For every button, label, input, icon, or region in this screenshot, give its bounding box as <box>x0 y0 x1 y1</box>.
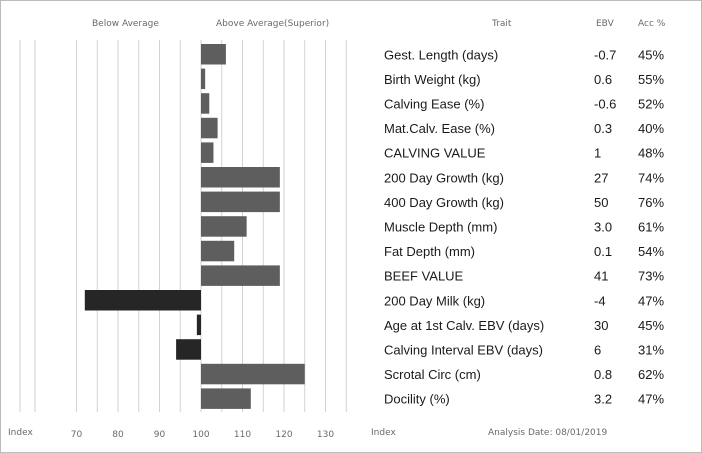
trait-name: 200 Day Growth (kg) <box>384 170 504 185</box>
acc-value: 40% <box>638 121 664 136</box>
x-tick-label: 90 <box>154 430 166 440</box>
x-tick-label: 110 <box>234 430 251 440</box>
trait-name: 200 Day Milk (kg) <box>384 293 485 308</box>
trait-name: Mat.Calv. Ease (%) <box>384 121 495 136</box>
trait-name: Muscle Depth (mm) <box>384 219 497 234</box>
x-tick-label: 80 <box>112 430 124 440</box>
index-bar <box>201 117 218 139</box>
ebv-value: 41 <box>594 269 608 284</box>
ebv-column-header: EBV <box>596 19 614 29</box>
ebv-value: 0.3 <box>594 121 612 136</box>
ebv-value: -0.6 <box>594 96 616 111</box>
ebv-value: 27 <box>594 170 608 185</box>
ebv-value: 3.2 <box>594 392 612 407</box>
trait-name: Scrotal Circ (cm) <box>384 367 481 382</box>
index-axis-label-right: Index <box>371 428 396 438</box>
trait-name: Age at 1st Calv. EBV (days) <box>384 318 544 333</box>
x-tick-label: 70 <box>71 430 83 440</box>
index-axis-label-left: Index <box>8 428 33 438</box>
ebv-value: 1 <box>594 146 601 161</box>
x-tick-label: 130 <box>317 430 334 440</box>
acc-value: 31% <box>638 342 664 357</box>
index-bar <box>201 191 280 213</box>
ebv-value: 6 <box>594 342 601 357</box>
index-bar <box>201 388 251 409</box>
index-bar <box>201 93 210 114</box>
acc-value: 76% <box>638 195 664 210</box>
trait-name: Gest. Length (days) <box>384 47 498 62</box>
acc-value: 55% <box>638 72 664 87</box>
acc-value: 73% <box>638 269 664 284</box>
index-bar <box>201 167 280 188</box>
trait-name: Fat Depth (mm) <box>384 244 475 259</box>
trait-name: CALVING VALUE <box>384 146 486 161</box>
ebv-value: 3.0 <box>594 219 612 234</box>
index-bar <box>201 142 214 163</box>
ebv-value: 50 <box>594 195 608 210</box>
index-bar <box>201 216 247 237</box>
ebv-value: 0.6 <box>594 72 612 87</box>
acc-value: 54% <box>638 244 664 259</box>
ebv-value: -0.7 <box>594 47 616 62</box>
acc-column-header: Acc % <box>638 19 666 29</box>
trait-column-header: Trait <box>492 19 512 29</box>
index-bar <box>84 290 201 311</box>
ebv-value: 30 <box>594 318 608 333</box>
below-average-label: Below Average <box>92 19 159 29</box>
trait-name: Calving Ease (%) <box>384 96 484 111</box>
ebv-value: 0.8 <box>594 367 612 382</box>
trait-name: 400 Day Growth (kg) <box>384 195 504 210</box>
trait-name: Calving Interval EBV (days) <box>384 342 543 357</box>
index-bar <box>196 314 201 336</box>
ebv-value: -4 <box>594 293 606 308</box>
acc-value: 45% <box>638 318 664 333</box>
acc-value: 52% <box>638 96 664 111</box>
trait-name: Docility (%) <box>384 392 450 407</box>
acc-value: 47% <box>638 392 664 407</box>
acc-value: 45% <box>638 47 664 62</box>
index-bar <box>201 363 305 385</box>
acc-value: 61% <box>638 219 664 234</box>
acc-value: 48% <box>638 146 664 161</box>
x-tick-label: 120 <box>275 430 292 440</box>
ebv-value: 0.1 <box>594 244 612 259</box>
trait-name: Birth Weight (kg) <box>384 72 481 87</box>
analysis-date: Analysis Date: 08/01/2019 <box>488 428 608 438</box>
above-average-label: Above Average(Superior) <box>216 19 330 29</box>
index-bar <box>201 265 280 286</box>
acc-value: 47% <box>638 293 664 308</box>
x-tick-label: 100 <box>192 430 209 440</box>
index-bar <box>201 44 226 65</box>
trait-name: BEEF VALUE <box>384 269 464 284</box>
acc-value: 62% <box>638 367 664 382</box>
index-bar <box>201 240 235 262</box>
acc-value: 74% <box>638 170 664 185</box>
index-bar <box>176 339 201 360</box>
index-bar <box>201 68 206 90</box>
